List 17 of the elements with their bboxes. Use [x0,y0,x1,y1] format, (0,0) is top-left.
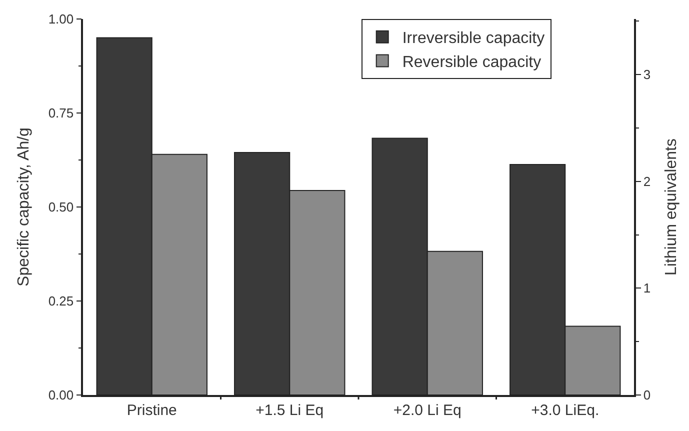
y-tick-label: 1.00 [48,12,74,27]
y2-tick-label: 1 [643,280,651,296]
x-tick-label: +3.0 LiEq. [531,402,600,419]
y-tick-label: 0.75 [48,106,74,121]
y2-axis-title: Lithium equivalents [662,138,680,276]
y-tick-label: 0.00 [48,388,74,403]
legend-label: Irreversible capacity [402,30,545,48]
x-tick-label: Pristine [126,402,177,419]
y-tick-label: 0.25 [48,294,74,309]
y-tick-label: 0.50 [48,200,74,215]
legend-label: Reversible capacity [402,54,542,71]
x-tick-label: +1.5 Li Eq [256,402,324,419]
y2-tick-label: 3 [643,67,651,82]
y2-tick-label: 0 [643,388,651,403]
y-axis-title: Specific capacity, Ah/g [16,128,33,286]
x-tick-label: +2.0 Li Eq [393,402,462,419]
y2-tick-label: 2 [643,174,651,189]
